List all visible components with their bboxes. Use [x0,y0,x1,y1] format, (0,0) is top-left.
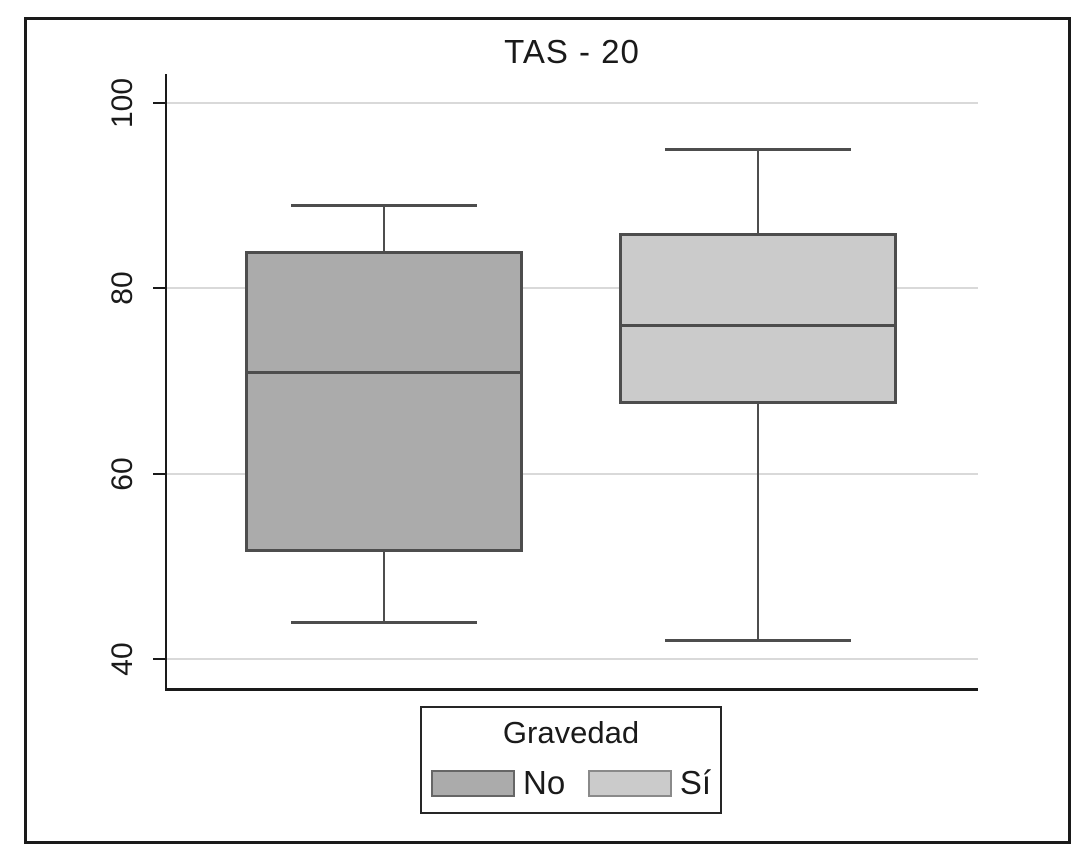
gridline [167,658,978,660]
y-axis-line [165,74,167,688]
whisker-lower-cap [665,639,851,643]
y-tick-label: 100 [106,77,139,129]
legend-swatch [587,769,672,797]
y-tick-mark [153,472,166,475]
y-tick-mark [153,658,166,660]
legend-title: Gravedad [502,715,640,750]
y-tick-label: 40 [106,642,139,676]
legend-label: No [523,764,566,801]
whisker-upper-cap [665,148,851,152]
whisker-upper-cap [291,203,477,207]
y-tick-label: 60 [106,456,139,491]
legend-entry: No [431,764,565,802]
gridline [167,472,978,475]
gridline [167,102,978,104]
whisker-lower-stem [383,552,385,622]
legend-entry: Sí [587,764,711,802]
whisker-upper-stem [383,204,385,252]
whisker-lower-stem [757,404,759,641]
median-line [245,370,523,374]
chart-title: TAS - 20 [504,33,640,70]
y-tick-label: 80 [106,271,139,306]
whisker-upper-stem [757,149,759,233]
gridline [167,287,978,290]
iqr-box [619,232,897,405]
median-line [619,324,897,328]
legend-label: Sí [679,764,711,801]
iqr-box [245,251,523,553]
legend: Gravedad No Sí [420,706,722,814]
x-axis-line [165,688,978,691]
legend-swatch [431,769,515,797]
y-tick-mark [153,102,166,104]
legend-entries: No Sí [422,764,720,802]
y-tick-mark [153,287,166,290]
whisker-lower-cap [291,620,477,624]
